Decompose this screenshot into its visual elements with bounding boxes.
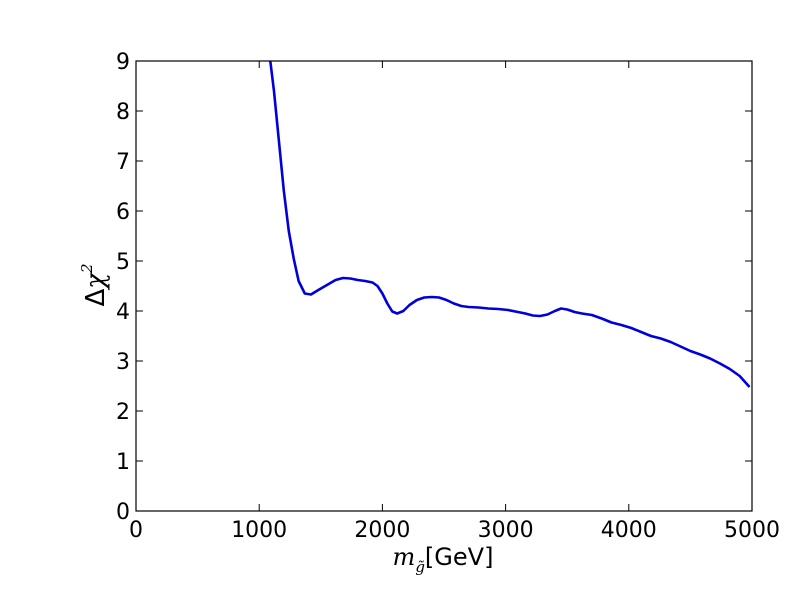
plot-area: [136, 61, 752, 511]
y-tick-label: 9: [116, 50, 130, 75]
plot-frame-layer: [135, 60, 753, 512]
x-axis-label: mg̃[GeV]: [393, 543, 494, 576]
y-tick-label: 6: [116, 200, 130, 225]
x-tick-label: 4000: [601, 518, 657, 543]
x-tick-label: 1000: [231, 518, 287, 543]
x-axis-label-symbol: m: [393, 543, 416, 571]
y-axis-label-chi: χ: [81, 271, 111, 291]
y-tick-label: 4: [116, 300, 130, 325]
plot-frame: [135, 60, 753, 512]
y-tick-label: 8: [116, 100, 130, 125]
y-tick-label: 0: [116, 500, 130, 525]
x-axis-label-unit: [GeV]: [425, 543, 494, 571]
x-tick-label: 3000: [478, 518, 534, 543]
y-tick-label: 3: [116, 350, 130, 375]
x-tick-label: 5000: [724, 518, 780, 543]
series-layer: [268, 61, 751, 388]
x-tick-label: 0: [129, 518, 143, 543]
x-axis-label-subscript: g̃: [415, 558, 425, 576]
y-tick-label: 2: [116, 400, 130, 425]
y-tick-label: 5: [116, 250, 130, 275]
y-axis-label-delta: Δ: [81, 289, 111, 307]
ticks-layer: 0 1000 2000 3000 4000 5000 0 1 2 3 4 5 6 7 8 9: [116, 50, 780, 543]
y-tick-label: 7: [116, 150, 130, 175]
y-axis-label: Δχ2: [78, 263, 111, 306]
y-tick-label: 1: [116, 450, 130, 475]
series-line-0: [268, 61, 751, 388]
plot-background: [136, 61, 752, 511]
x-tick-label: 2000: [354, 518, 410, 543]
y-axis-label-power: 2: [78, 263, 96, 274]
